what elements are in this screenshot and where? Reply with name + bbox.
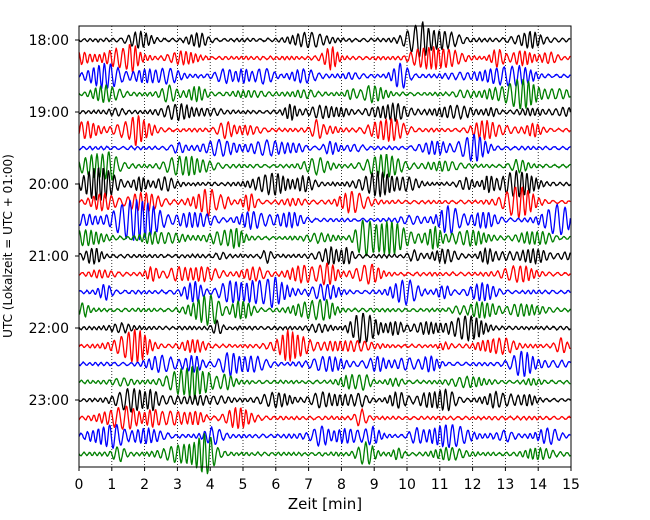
trace-row xyxy=(78,262,571,286)
x-tick-label: 5 xyxy=(239,477,248,493)
y-tick-label: 19:00 xyxy=(29,105,69,121)
trace-row xyxy=(78,102,572,122)
y-tick-label: 21:00 xyxy=(29,249,69,265)
trace-row xyxy=(78,151,571,181)
y-tick-label: 18:00 xyxy=(29,33,69,49)
trace-row xyxy=(78,423,571,449)
trace-row xyxy=(78,115,571,146)
x-axis-label: Zeit [min] xyxy=(288,495,362,513)
trace-row xyxy=(78,433,571,475)
x-tick-label: 6 xyxy=(271,477,280,493)
trace-row xyxy=(78,350,571,377)
x-tick-label: 12 xyxy=(464,477,482,493)
trace-row xyxy=(78,294,571,326)
y-axis-ticks: 18:00 19:00 20:00 21:00 22:00 23:00 xyxy=(29,33,79,409)
x-tick-label: 13 xyxy=(496,477,514,493)
x-tick-label: 0 xyxy=(75,477,84,493)
y-axis-label: UTC (Lokalzeit = UTC + 01:00) xyxy=(1,154,15,338)
trace-row xyxy=(78,312,571,344)
trace-row xyxy=(78,365,571,400)
trace-row xyxy=(78,167,571,201)
trace-row xyxy=(78,276,571,308)
trace-row xyxy=(78,62,571,90)
trace-rows xyxy=(78,21,572,475)
y-tick-label: 20:00 xyxy=(29,177,69,193)
x-tick-label: 3 xyxy=(173,477,182,493)
y-tick-label: 22:00 xyxy=(29,321,69,337)
x-tick-label: 1 xyxy=(107,477,116,493)
x-tick-label: 9 xyxy=(370,477,379,493)
x-tick-label: 10 xyxy=(398,477,416,493)
x-tick-label: 8 xyxy=(337,477,346,493)
trace-row xyxy=(78,44,571,73)
x-axis-ticks: 0 1 2 3 4 5 6 7 8 9 10 11 12 13 14 15 xyxy=(75,467,580,493)
x-tick-label: 4 xyxy=(206,477,215,493)
trace-row xyxy=(78,133,571,162)
x-tick-label: 15 xyxy=(562,477,580,493)
x-tick-label: 2 xyxy=(140,477,149,493)
trace-row xyxy=(78,199,572,241)
x-tick-label: 11 xyxy=(431,477,449,493)
trace-row xyxy=(78,219,571,257)
trace-row xyxy=(78,405,571,430)
trace-row xyxy=(78,186,571,219)
y-tick-label: 23:00 xyxy=(29,393,69,409)
trace-row xyxy=(78,328,571,363)
trace-row xyxy=(78,78,571,110)
x-tick-label: 7 xyxy=(304,477,313,493)
plot-frame xyxy=(78,25,572,468)
trace-row xyxy=(78,21,571,59)
trace-row xyxy=(78,246,571,265)
x-tick-label: 14 xyxy=(529,477,547,493)
trace-row xyxy=(78,388,571,413)
